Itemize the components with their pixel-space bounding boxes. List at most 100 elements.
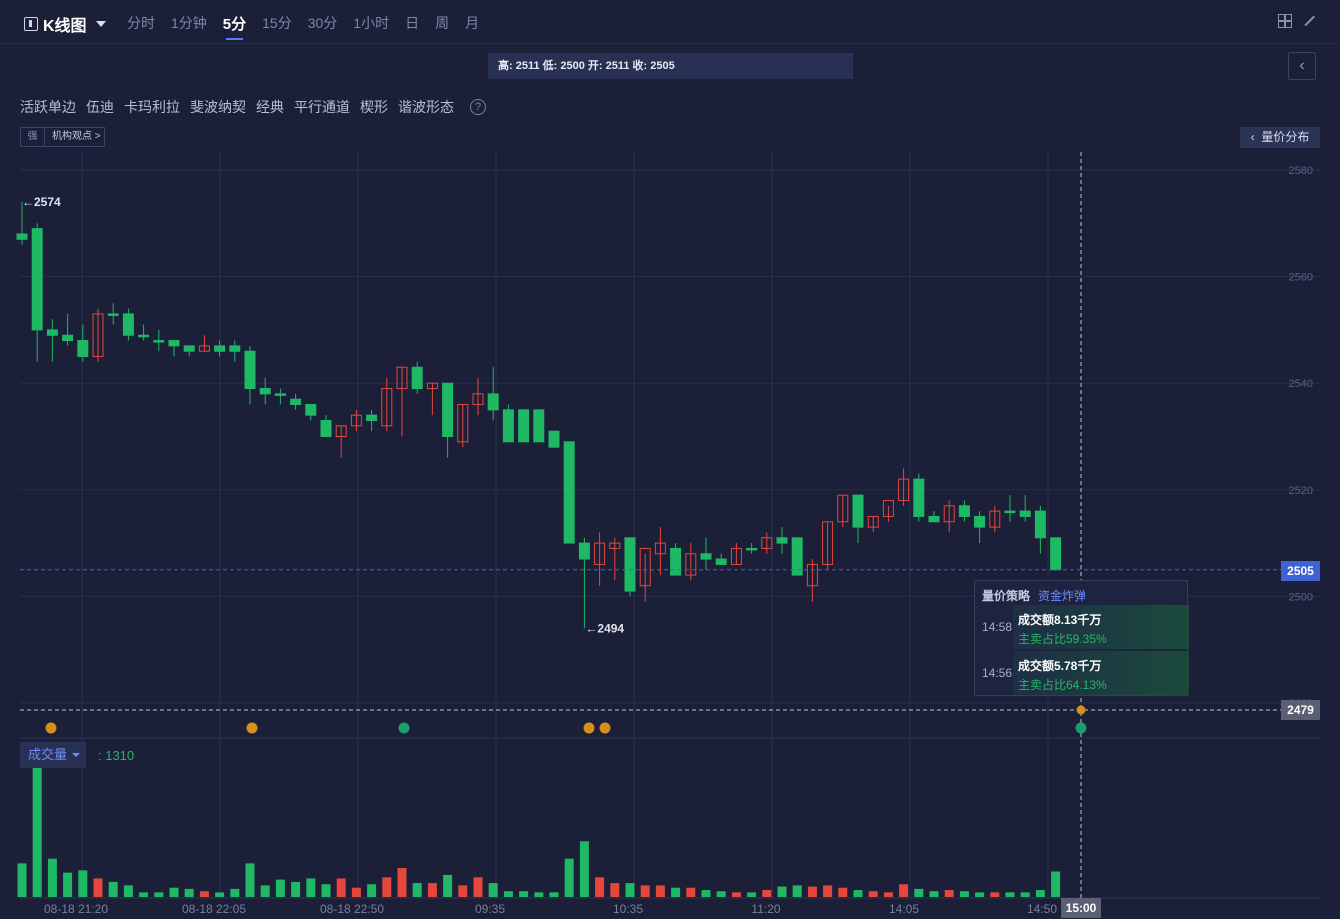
candle-body	[989, 510, 1001, 528]
candle-body	[381, 388, 393, 427]
ohlc-readout: 高: 2511 低: 2500 开: 2511 收: 2505	[488, 53, 853, 79]
crosshair-price-label: 2479	[1281, 700, 1320, 720]
time-tick-label: 14:50	[1027, 902, 1057, 916]
candle-body	[122, 313, 134, 336]
volume-bar	[762, 890, 772, 897]
institution-view-button[interactable]: 强 机构观点 >	[20, 127, 105, 147]
high-annotation: ←2574	[22, 195, 61, 209]
candle-body	[426, 382, 438, 390]
volume-bar	[108, 881, 118, 897]
volume-bar	[351, 887, 361, 897]
volume-bar	[443, 874, 453, 897]
strategy-time: 14:58	[982, 620, 1013, 634]
sell-ratio-text: 主卖占比59.35%	[1018, 632, 1107, 646]
period-tab[interactable]: 分时	[127, 15, 155, 31]
candle-body	[31, 228, 43, 331]
candle-body	[685, 553, 697, 576]
period-tab[interactable]: 1小时	[353, 15, 390, 31]
candle-body	[670, 547, 682, 576]
period-tab[interactable]: 5分	[223, 13, 246, 40]
volume-bar	[929, 891, 939, 897]
drawing-tool[interactable]: 活跃单边	[20, 99, 76, 115]
candle-body	[198, 345, 210, 352]
volume-profile-button[interactable]: ‹ 量价分布	[1240, 127, 1320, 148]
caret-down-icon	[72, 753, 80, 757]
period-tab[interactable]: 日	[405, 15, 420, 31]
chart-type-selector[interactable]: K线图	[24, 12, 106, 36]
candle-body	[700, 553, 712, 560]
strategy-title: 量价策略	[982, 589, 1031, 603]
volume-bar	[503, 891, 513, 897]
volume-bar	[564, 858, 574, 897]
period-tab[interactable]: 1分钟	[171, 15, 207, 31]
volume-bar	[701, 890, 711, 897]
volume-bar	[139, 892, 149, 897]
volume-bar	[1005, 892, 1015, 897]
volume-bar	[17, 863, 27, 897]
strategy-row[interactable]: 14:58 成交额8.13千万 主卖占比59.35%	[979, 605, 1189, 649]
volume-indicator-selector[interactable]: 成交量	[20, 742, 86, 768]
candle-body	[913, 478, 925, 517]
layout-grid-icon[interactable]	[1278, 14, 1292, 28]
help-icon[interactable]: ?	[470, 99, 486, 115]
crosshair-time-label: 15:00	[1061, 898, 1101, 918]
volume-bar	[32, 745, 42, 897]
volume-bar	[731, 892, 741, 897]
period-tab[interactable]: 15分	[262, 15, 292, 31]
drawing-tool[interactable]: 平行通道	[294, 99, 350, 115]
candle-body	[457, 404, 469, 443]
drawing-tool[interactable]: 楔形	[360, 99, 388, 115]
volume-bar	[367, 884, 377, 897]
candle-body	[1050, 537, 1062, 571]
period-tab[interactable]: 月	[465, 15, 480, 31]
period-tab[interactable]: 周	[435, 15, 450, 31]
drawing-tool[interactable]: 斐波纳契	[190, 99, 246, 115]
signal-marker-icon	[45, 722, 57, 734]
volume-bar	[823, 885, 833, 897]
volume-bar	[382, 877, 392, 897]
candle-body	[928, 515, 940, 523]
candle-body	[77, 340, 89, 358]
volume-bar	[868, 891, 878, 897]
drawing-tool[interactable]: 伍迪	[86, 99, 114, 115]
institution-view-label: 机构观点 >	[52, 131, 101, 142]
candle-body	[609, 542, 621, 549]
volume-bar	[671, 887, 681, 897]
candle-body	[882, 499, 894, 517]
volume-bar	[549, 892, 559, 897]
volume-bar	[975, 892, 985, 897]
candle-body	[958, 505, 970, 517]
volume-bar	[853, 890, 863, 897]
candle-body	[898, 478, 910, 501]
volume-bar	[47, 858, 57, 897]
candle-body	[62, 334, 74, 342]
collapse-panel-button[interactable]: ‹	[1288, 52, 1316, 80]
candle-body	[776, 537, 788, 544]
volume-bar	[747, 892, 757, 897]
volume-bar	[321, 884, 331, 897]
drawing-tool[interactable]: 经典	[256, 99, 284, 115]
low-annotation: ←2494	[585, 621, 624, 635]
period-tab[interactable]: 30分	[307, 15, 338, 31]
volume-bar	[1035, 890, 1045, 897]
candle-body	[472, 393, 484, 406]
volume-bar	[625, 883, 635, 897]
strategy-tag[interactable]: 资金炸弹	[1038, 589, 1087, 603]
volume-bar	[63, 872, 73, 897]
time-tick-label: 09:35	[475, 902, 505, 916]
volume-bar	[199, 891, 209, 897]
drawing-tool[interactable]: 卡玛利拉	[124, 99, 180, 115]
volume-bar	[686, 887, 696, 897]
candle-body	[259, 388, 271, 395]
candle-body	[442, 382, 454, 438]
drawing-tool[interactable]: 谐波形态	[398, 99, 454, 115]
strategy-row[interactable]: 14:56 成交额5.78千万 主卖占比64.13%	[979, 651, 1189, 695]
volume-profile-label: 量价分布	[1261, 130, 1310, 144]
institution-icon: 强	[21, 128, 45, 146]
time-tick-label: 08-18 21:20	[44, 902, 108, 916]
candle-body	[229, 345, 241, 352]
candle-body	[746, 547, 758, 551]
time-tick-label: 14:05	[889, 902, 919, 916]
candle-body	[806, 563, 818, 587]
